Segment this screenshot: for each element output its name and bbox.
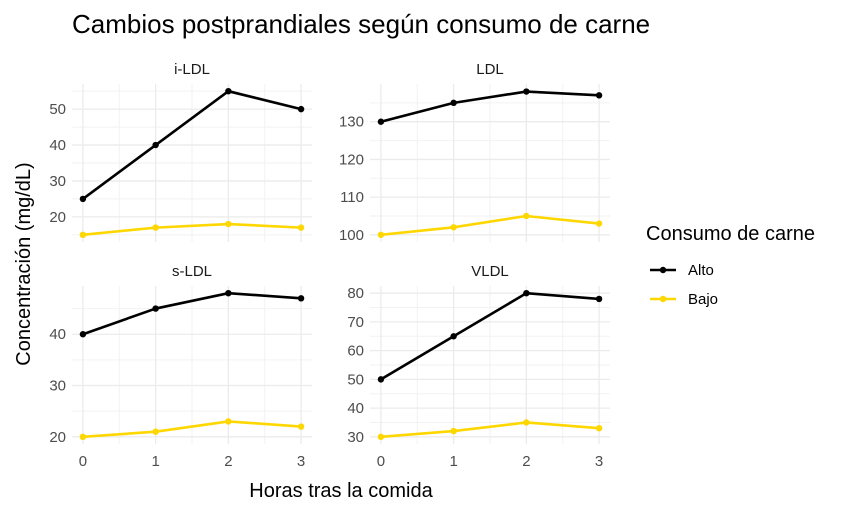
chart-title: Cambios postprandiales según consumo de … [72, 9, 650, 39]
data-point-Alto [79, 331, 87, 338]
series-line-Bajo [82, 222, 302, 237]
series-line-Alto [82, 89, 302, 200]
data-point-Bajo [377, 231, 385, 239]
data-point-Alto [152, 305, 159, 312]
data-point-Bajo [297, 423, 305, 430]
data-point-Bajo [450, 427, 457, 435]
data-point-Alto [523, 88, 530, 95]
x-axis-title: Horas tras la comida [249, 480, 433, 502]
x-tick-label: 0 [79, 453, 87, 470]
series-line-Bajo [82, 420, 302, 439]
facet-LDL: LDL 100 110 120 130 [339, 61, 610, 244]
facet-VLDL: VLDL 30 40 50 60 70 80 0 1 2 3 [347, 263, 610, 470]
data-point-Bajo [595, 220, 603, 227]
legend-key-point [659, 295, 667, 303]
y-tick-label: 60 [347, 343, 364, 360]
x-tick-label: 1 [449, 453, 457, 470]
data-point-Alto [450, 99, 457, 107]
data-point-Alto [225, 289, 232, 297]
data-point-Alto [297, 295, 305, 302]
data-point-Bajo [450, 224, 457, 231]
y-tick-label: 130 [339, 114, 364, 131]
x-tick-label: 0 [377, 453, 385, 470]
y-tick-label: 30 [49, 173, 66, 190]
data-point-Bajo [225, 418, 232, 425]
series-line-Alto [380, 291, 600, 381]
data-point-Bajo [225, 220, 232, 228]
y-tick-label: 40 [49, 137, 66, 154]
y-tick-label: 30 [49, 378, 66, 395]
y-tick-label: 20 [49, 429, 66, 446]
x-tick-label: 2 [522, 453, 530, 470]
data-point-Bajo [79, 433, 87, 441]
facet-label: s-LDL [172, 263, 212, 280]
data-point-Bajo [523, 212, 530, 220]
y-tick-label: 50 [49, 101, 66, 118]
facet-s-LDL: s-LDL 20 30 40 0 1 2 3 [49, 263, 312, 470]
facet-label: LDL [476, 61, 504, 78]
data-point-Bajo [377, 433, 385, 441]
x-tick-label: 3 [297, 453, 305, 470]
y-tick-label: 20 [49, 209, 66, 226]
data-point-Alto [297, 105, 305, 113]
x-tick-label: 1 [151, 453, 159, 470]
data-point-Alto [377, 376, 385, 383]
y-axis-title: Concentración (mg/dL) [13, 162, 35, 365]
facet-panels: i-LDL20304050LDL100110120130s-LDL2030400… [49, 61, 610, 470]
data-point-Bajo [523, 419, 530, 426]
y-tick-label: 100 [339, 227, 364, 244]
facet-i-LDL: i-LDL 20 30 40 50 [49, 61, 312, 242]
data-point-Bajo [297, 224, 305, 231]
series-line-Alto [380, 90, 600, 123]
data-point-Bajo [595, 425, 603, 432]
series-line-Bajo [380, 421, 600, 439]
series-line-Alto [82, 291, 302, 336]
data-point-Bajo [152, 428, 159, 435]
data-point-Alto [450, 333, 457, 340]
data-point-Bajo [79, 231, 87, 239]
legend: Consumo de carne Alto Bajo [646, 223, 815, 308]
y-tick-label: 110 [340, 189, 364, 206]
legend-title: Consumo de carne [646, 223, 815, 245]
y-tick-label: 50 [347, 371, 364, 388]
data-point-Alto [595, 295, 603, 303]
facet-label: i-LDL [174, 61, 210, 78]
data-point-Alto [523, 289, 530, 297]
legend-label: Alto [688, 262, 714, 279]
data-point-Alto [225, 87, 232, 95]
y-tick-label: 30 [347, 429, 364, 446]
data-point-Alto [79, 195, 87, 203]
y-tick-label: 80 [347, 285, 364, 302]
data-point-Alto [595, 92, 603, 99]
y-tick-label: 70 [347, 314, 364, 331]
x-tick-label: 2 [224, 453, 232, 470]
y-tick-label: 40 [49, 326, 66, 343]
data-point-Bajo [152, 224, 159, 231]
data-point-Alto [152, 141, 159, 149]
y-tick-label: 40 [347, 400, 364, 417]
facet-label: VLDL [471, 263, 509, 280]
data-point-Alto [377, 118, 385, 125]
y-tick-label: 120 [339, 151, 364, 168]
x-tick-label: 3 [595, 453, 603, 470]
series-line-Bajo [380, 214, 600, 237]
legend-label: Bajo [688, 291, 718, 308]
legend-key-point [659, 266, 667, 274]
